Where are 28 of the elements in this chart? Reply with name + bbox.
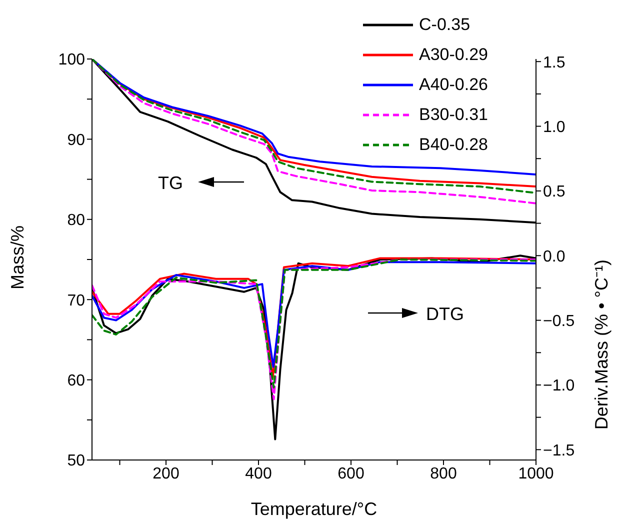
legend-label: B40-0.28 bbox=[419, 135, 488, 155]
y-tick-label: 90 bbox=[67, 132, 86, 149]
y2-axis-title: Deriv.Mass (% • °C⁻¹) bbox=[591, 260, 612, 430]
x-tick-label: 600 bbox=[338, 465, 364, 482]
legend-label: C-0.35 bbox=[419, 15, 470, 35]
legend-label: A40-0.26 bbox=[419, 75, 488, 95]
y-tick-label: 100 bbox=[58, 52, 86, 69]
y2-tick-label: 0.0 bbox=[543, 248, 566, 266]
annotation: DTG bbox=[426, 304, 464, 325]
y-tick-label: 70 bbox=[67, 292, 86, 310]
y-tick-label: 60 bbox=[67, 372, 86, 390]
x-tick-label: 400 bbox=[245, 465, 272, 482]
y-tick-label: 50 bbox=[67, 452, 86, 470]
y2-tick-label: −1.5 bbox=[543, 442, 575, 460]
y-tick-label: 80 bbox=[67, 212, 86, 230]
x-tick-label: 1000 bbox=[518, 465, 554, 482]
y2-tick-label: −1.0 bbox=[543, 378, 575, 395]
legend-label: A30-0.29 bbox=[419, 45, 488, 65]
x-tick-label: 800 bbox=[430, 465, 457, 482]
y2-tick-label: 1.5 bbox=[543, 54, 566, 72]
y2-tick-label: 1.0 bbox=[543, 118, 566, 136]
x-axis-title: Temperature/°C bbox=[250, 499, 378, 519]
y-axis-title: Mass/% bbox=[7, 225, 28, 290]
y2-tick-label: 0.5 bbox=[543, 184, 566, 201]
annotation: TG bbox=[158, 173, 183, 194]
x-tick-label: 200 bbox=[152, 465, 180, 482]
y2-tick-label: −0.5 bbox=[543, 312, 575, 330]
legend-label: B30-0.31 bbox=[419, 105, 488, 125]
